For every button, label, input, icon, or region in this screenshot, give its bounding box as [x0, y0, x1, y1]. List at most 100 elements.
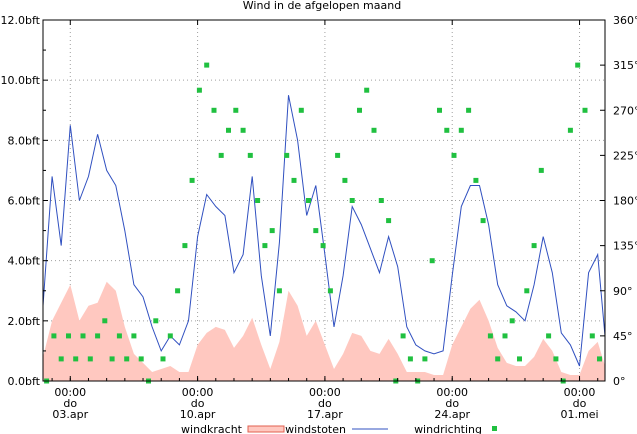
x-tick-label-time: 00:00	[182, 386, 214, 399]
left-axis: 0.0bft 2.0bft 4.0bft 6.0bft 8.0bft 10.0bft 12.…	[1, 14, 48, 388]
windrichting-point	[211, 107, 217, 113]
x-tick-label-weekday: do	[63, 397, 77, 410]
x-tick-label-date: 10.apr	[180, 408, 216, 421]
windrichting-point	[517, 356, 522, 362]
legend-swatch-windkracht	[247, 425, 285, 433]
left-tick-label: 0.0bft	[8, 375, 41, 388]
windrichting-point	[80, 333, 86, 339]
left-tick-label: 4.0bft	[8, 255, 41, 268]
windrichting-point	[160, 356, 166, 362]
windrichting-point	[597, 356, 602, 362]
windrichting-point	[349, 198, 355, 203]
x-tick-label-weekday: do	[445, 397, 459, 410]
windstoten-line-layer	[42, 95, 606, 367]
x-tick-label-weekday: do	[318, 397, 332, 410]
windrichting-point	[291, 177, 297, 183]
right-tick-label: 135°	[613, 240, 637, 253]
windrichting-point	[458, 127, 464, 133]
windkracht-area	[43, 281, 605, 381]
windrichting-point	[109, 356, 115, 362]
windrichting-point	[444, 127, 450, 133]
right-tick-label: 270°	[613, 104, 637, 117]
x-tick-label-time: 00:00	[564, 386, 596, 399]
windrichting-point	[51, 333, 57, 339]
windrichting-point	[284, 152, 290, 158]
windrichting-point	[538, 167, 544, 173]
right-tick-label: 0°	[613, 375, 626, 388]
windrichting-point	[378, 198, 384, 203]
legend-label-windrichting: windrichting	[414, 423, 482, 434]
windrichting-point	[58, 356, 64, 362]
right-tick-label: 180°	[613, 195, 637, 208]
right-tick-label: 90°	[613, 285, 633, 298]
windrichting-point	[226, 127, 231, 133]
windrichting-point	[116, 333, 122, 339]
windrichting-point	[451, 152, 457, 158]
windrichting-point	[240, 127, 246, 133]
windrichting-point	[531, 243, 537, 249]
legend-label-windkracht: windkracht	[181, 423, 243, 434]
windrichting-point	[386, 218, 392, 224]
windrichting-point	[364, 87, 370, 93]
windrichting-point	[262, 243, 268, 249]
windrichting-point	[313, 228, 319, 234]
windrichting-point	[124, 356, 130, 362]
windrichting-point	[131, 333, 137, 339]
grid	[43, 20, 605, 381]
legend: windkracht windstoten windrichting	[181, 423, 497, 434]
windrichting-point	[335, 152, 341, 158]
windrichting-point	[196, 87, 202, 93]
windstoten-line	[42, 95, 606, 367]
windrichting-point	[342, 177, 348, 183]
windrichting-point	[371, 127, 377, 133]
windrichting-point	[546, 333, 552, 339]
windrichting-point	[509, 318, 515, 324]
windrichting-point	[466, 107, 472, 113]
windkracht-area-layer	[43, 281, 605, 381]
windrichting-point	[357, 107, 362, 113]
windrichting-point	[167, 333, 173, 339]
windrichting-point	[189, 177, 195, 183]
windrichting-point	[437, 107, 442, 113]
windrichting-point	[575, 62, 581, 68]
right-tick-label: 315°	[613, 59, 637, 72]
x-tick-label-time: 00:00	[436, 386, 468, 399]
chart-title: Wind in de afgelopen maand	[243, 0, 401, 12]
legend-label-windstoten: windstoten	[285, 423, 346, 434]
windrichting-point	[73, 356, 79, 362]
windrichting-point	[495, 356, 501, 362]
windrichting-point	[95, 333, 101, 339]
x-tick-label-date: 03.apr	[52, 408, 88, 421]
left-tick-label: 2.0bft	[8, 315, 41, 328]
windrichting-point	[276, 288, 282, 294]
windrichting-point	[553, 356, 559, 362]
windrichting-point	[480, 218, 486, 224]
windrichting-point	[524, 288, 530, 294]
left-tick-label: 10.0bft	[1, 74, 41, 87]
x-tick-label-date: 17.apr	[307, 408, 343, 421]
windrichting-point	[138, 356, 144, 362]
x-tick-label-weekday: do	[191, 397, 205, 410]
left-tick-label: 8.0bft	[8, 134, 41, 147]
windrichting-point	[102, 318, 108, 324]
windrichting-point	[233, 107, 239, 113]
legend-swatch-windrichting	[492, 426, 497, 431]
windrichting-point	[589, 333, 595, 339]
windrichting-point	[306, 198, 311, 203]
windrichting-point	[182, 243, 188, 249]
windrichting-point	[502, 333, 508, 339]
windrichting-point	[429, 258, 435, 264]
windrichting-point	[407, 356, 413, 362]
windrichting-point	[269, 228, 275, 234]
left-tick-label: 6.0bft	[8, 195, 41, 208]
windrichting-point	[422, 356, 428, 362]
right-tick-label: 45°	[613, 330, 633, 343]
windrichting-point	[153, 318, 159, 324]
x-axis: 00:00do03.apr00:00do10.apr00:00do17.apr0…	[51, 20, 599, 421]
x-tick-label-time: 00:00	[309, 386, 341, 399]
x-tick-label-weekday: do	[573, 397, 587, 410]
windrichting-point	[247, 152, 253, 158]
windrichting-point	[218, 152, 224, 158]
windrichting-point	[487, 333, 493, 339]
